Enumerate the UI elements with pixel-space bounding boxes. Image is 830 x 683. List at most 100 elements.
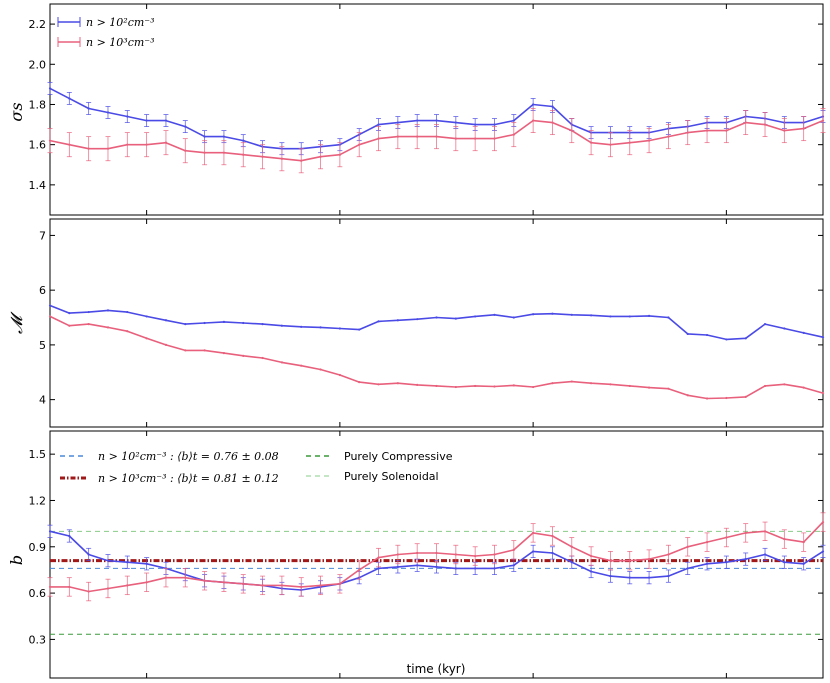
ytick-label: 1.8: [29, 98, 47, 111]
data-point: [590, 554, 593, 558]
data-point: [493, 567, 496, 570]
data-point: [87, 590, 90, 593]
data-point: [763, 123, 767, 126]
data-point: [377, 123, 380, 126]
data-point: [744, 531, 747, 534]
data-point: [705, 541, 709, 544]
data-point: [532, 385, 535, 389]
bottom-panel-plot: 0.30.60.91.21.54006008001000: [29, 431, 826, 683]
bottom-legend-label-compressive: Purely Compressive: [344, 450, 453, 463]
ytick-label: 0.6: [29, 587, 47, 600]
data-point: [203, 321, 206, 325]
data-point: [126, 310, 129, 314]
data-point: [145, 581, 148, 584]
ytick-label: 5: [39, 339, 46, 352]
data-point: [396, 121, 399, 124]
data-point: [280, 361, 283, 364]
data-point: [590, 570, 593, 573]
data-point: [725, 536, 728, 539]
data-point: [667, 135, 670, 138]
data-point: [126, 584, 129, 587]
data-point: [551, 534, 554, 538]
data-point: [300, 159, 303, 162]
data-point: [184, 349, 187, 352]
data-point: [48, 304, 52, 307]
data-point: [512, 384, 515, 387]
data-point: [338, 153, 341, 156]
top-panel-frame: [49, 3, 824, 216]
ytick-label: 6: [39, 284, 46, 297]
data-point: [106, 147, 110, 150]
bottom-ylabel: b: [7, 555, 26, 565]
data-point: [628, 559, 631, 562]
data-point: [87, 322, 90, 326]
data-point: [184, 125, 187, 128]
data-point: [145, 315, 148, 318]
data-point: [454, 385, 457, 389]
data-point: [551, 382, 554, 385]
data-point: [705, 397, 709, 400]
data-point: [647, 558, 651, 561]
data-point: [628, 315, 631, 318]
data-point: [551, 551, 554, 555]
data-point: [203, 135, 206, 138]
data-point: [474, 137, 477, 140]
data-point: [705, 333, 709, 337]
data-point: [164, 119, 168, 122]
data-point: [686, 567, 689, 570]
data-point: [802, 331, 805, 334]
data-point: [396, 553, 399, 556]
data-point: [474, 384, 477, 388]
data-point: [454, 121, 457, 124]
data-point: [164, 576, 168, 579]
data-point: [609, 559, 612, 562]
data-point: [551, 312, 554, 315]
middle-ylabel: 𝓜: [7, 311, 26, 334]
data-point: [493, 137, 496, 140]
data-point: [338, 373, 341, 377]
top-ylabel: σs: [7, 102, 26, 121]
data-point: [628, 384, 631, 388]
data-point: [126, 561, 129, 564]
data-point: [705, 129, 709, 132]
data-point: [647, 386, 651, 389]
data-point: [802, 127, 805, 130]
data-point: [416, 318, 419, 321]
data-point: [164, 319, 168, 322]
middle-panel-frame: [49, 218, 824, 428]
data-point: [261, 322, 264, 326]
data-point: [686, 394, 689, 397]
data-point: [705, 562, 709, 565]
data-point: [590, 314, 593, 317]
data-point: [184, 149, 187, 152]
data-point: [222, 581, 226, 584]
data-point: [686, 545, 689, 548]
ytick-label: 1.2: [29, 494, 47, 507]
top-legend: n > 10²cm⁻³ n > 10³cm⁻³: [57, 16, 155, 49]
data-point: [667, 575, 670, 578]
data-point: [48, 530, 52, 533]
data-point: [261, 155, 264, 158]
data-point: [667, 387, 670, 390]
bottom-legend-label-mean1: n > 10²cm⁻³ : ⟨b⟩t = 0.76 ± 0.08: [98, 450, 279, 463]
data-point: [416, 551, 419, 555]
data-point: [532, 119, 535, 122]
data-point: [609, 383, 612, 386]
data-point: [416, 564, 419, 567]
data-point: [821, 336, 825, 339]
data-point: [87, 107, 90, 110]
data-point: [87, 147, 90, 150]
data-point: [377, 567, 380, 570]
data-point: [725, 338, 728, 341]
data-point: [222, 320, 226, 324]
data-point: [68, 312, 71, 315]
data-point: [242, 321, 245, 325]
data-point: [435, 135, 438, 138]
data-point: [783, 327, 786, 330]
data-point: [48, 139, 52, 142]
data-point: [512, 548, 515, 551]
data-point: [416, 119, 419, 122]
data-point: [570, 380, 573, 383]
data-point: [416, 383, 419, 386]
